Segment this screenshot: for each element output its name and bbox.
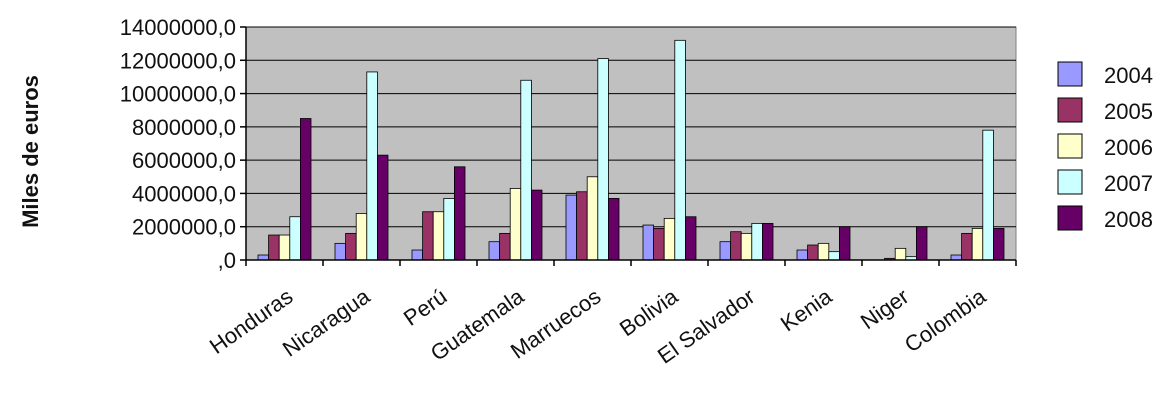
bar-perú-2004 <box>411 249 424 261</box>
bar-perú-2007 <box>443 198 455 261</box>
bar-colombia-2007 <box>982 129 994 261</box>
bar-kenia-2004 <box>796 249 809 261</box>
bar-bolivia-2006 <box>663 217 676 261</box>
bar-nicaragua-2004 <box>334 242 347 261</box>
bar-marruecos-2006 <box>586 176 599 261</box>
x-tick-label: Kenia <box>776 283 837 336</box>
bar-marruecos-2007 <box>597 58 609 261</box>
bar-bolivia-2005 <box>653 227 665 261</box>
bar-kenia-2006 <box>817 242 830 261</box>
bar-guatemala-2007 <box>520 79 532 261</box>
legend-label-2008: 2008 <box>1104 207 1153 232</box>
bar-honduras-2005 <box>268 234 280 261</box>
bar-marruecos-2008 <box>608 198 620 261</box>
bar-guatemala-2008 <box>531 189 543 261</box>
bar-nicaragua-2007 <box>366 71 378 261</box>
y-tick-label: 6000000,0 <box>132 148 236 173</box>
legend-swatch-2007 <box>1057 169 1083 195</box>
x-tick-label: Perú <box>399 284 451 331</box>
legend-label-2007: 2007 <box>1104 171 1153 196</box>
y-tick-label: 14000000,0 <box>120 15 236 40</box>
bar-colombia-2008 <box>993 227 1005 261</box>
x-tick-label: Bolivia <box>615 283 683 341</box>
legend: 2004 2005 2006 2007 2008 <box>1057 61 1153 232</box>
bar-honduras-2008 <box>299 118 312 261</box>
bar-el-salvador-2007 <box>751 222 763 261</box>
y-tick-label: 8000000,0 <box>132 115 236 140</box>
legend-swatch-2008 <box>1057 205 1083 231</box>
legend-label-2004: 2004 <box>1104 63 1153 88</box>
bar-niger-2008 <box>916 226 928 261</box>
legend-label-2005: 2005 <box>1104 99 1153 124</box>
bar-honduras-2006 <box>278 234 291 261</box>
y-tick-label: 2000000,0 <box>132 215 236 240</box>
bar-kenia-2008 <box>839 226 851 261</box>
bar-niger-2006 <box>894 247 907 261</box>
bar-guatemala-2004 <box>488 241 501 261</box>
y-tick-label: ,0 <box>218 248 236 273</box>
bar-nicaragua-2008 <box>376 154 389 261</box>
bar-kenia-2005 <box>807 244 819 261</box>
y-ticks: ,0 2000000,0 4000000,0 6000000,0 8000000,0 10… <box>120 15 246 273</box>
y-tick-label: 12000000,0 <box>120 48 236 73</box>
bar-el-salvador-2006 <box>740 232 753 261</box>
bar-nicaragua-2005 <box>345 232 357 261</box>
bar-colombia-2006 <box>971 227 984 261</box>
bar-el-salvador-2008 <box>762 222 774 261</box>
bar-perú-2006 <box>432 211 445 261</box>
bar-guatemala-2006 <box>509 188 522 261</box>
bar-kenia-2007 <box>828 251 840 261</box>
bar-nicaragua-2006 <box>355 212 368 261</box>
legend-swatch-2005 <box>1057 97 1083 123</box>
legend-swatch-2006 <box>1057 133 1083 159</box>
bar-bolivia-2004 <box>642 224 655 261</box>
bar-bolivia-2008 <box>685 216 697 261</box>
legend-label-2006: 2006 <box>1104 135 1153 160</box>
bar-colombia-2005 <box>961 232 973 261</box>
bar-marruecos-2004 <box>565 194 578 261</box>
bar-perú-2008 <box>453 166 466 261</box>
y-tick-label: 10000000,0 <box>120 82 236 107</box>
x-tick-label: Nicaragua <box>278 283 375 361</box>
bar-honduras-2007 <box>289 216 301 261</box>
bar-el-salvador-2004 <box>719 241 732 261</box>
x-tick-label: Colombia <box>900 283 991 357</box>
bar-bolivia-2007 <box>674 39 686 261</box>
bar-el-salvador-2005 <box>730 231 742 261</box>
bar-marruecos-2005 <box>576 191 588 261</box>
bar-guatemala-2005 <box>499 232 511 261</box>
legend-swatch-2004 <box>1057 61 1083 87</box>
y-tick-label: 4000000,0 <box>132 181 236 206</box>
bar-perú-2005 <box>422 211 434 261</box>
y-axis-title: Miles de euros <box>18 75 43 228</box>
x-tick-label: Niger <box>856 284 913 335</box>
